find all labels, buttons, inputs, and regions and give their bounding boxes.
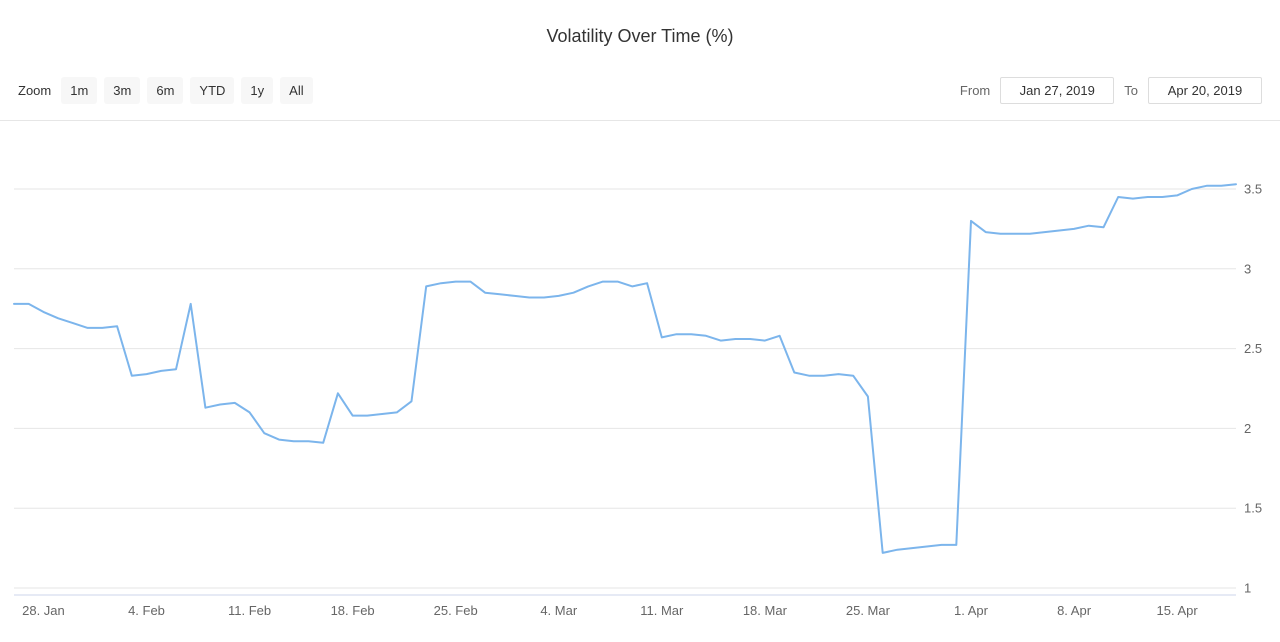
x-axis-label: 1. Apr [954, 603, 989, 618]
y-axis-label: 3.5 [1244, 182, 1262, 197]
zoom-label: Zoom [18, 83, 52, 98]
x-axis-label: 4. Mar [540, 603, 578, 618]
toolbar-separator [0, 120, 1280, 121]
x-axis-label: 25. Mar [846, 603, 891, 618]
zoom-button-1y[interactable]: 1y [241, 77, 274, 104]
stock-chart-page: Volatility Over Time (%) Zoom 1m 3m 6m YTD 1… [0, 26, 1280, 642]
zoom-button-group: Zoom 1m 3m 6m YTD 1y All [18, 77, 313, 104]
zoom-button-3m[interactable]: 3m [104, 77, 141, 104]
volatility-series-line [13, 183, 1237, 554]
from-label: From [959, 83, 991, 98]
chart-title: Volatility Over Time (%) [546, 26, 734, 46]
y-axis-label: 1 [1244, 581, 1251, 596]
from-date-input[interactable]: Jan 27, 2019 [1000, 77, 1115, 104]
volatility-line-chart[interactable]: 1 1.5 2 2.5 3 3.5 28. Jan 4. Feb 11. Feb 18. Feb 2… [0, 121, 1280, 642]
zoom-buttons: 1m 3m 6m YTD 1y All [61, 77, 313, 104]
x-axis-label: 28. Jan [22, 603, 65, 618]
y-axis-label: 1.5 [1244, 501, 1262, 516]
x-axis-label: 4. Feb [128, 603, 165, 618]
x-axis-label: 8. Apr [1057, 603, 1092, 618]
x-axis-label: 25. Feb [434, 603, 478, 618]
zoom-button-6m[interactable]: 6m [147, 77, 184, 104]
x-axis-label: 18. Mar [743, 603, 788, 618]
range-selector-toolbar: Zoom 1m 3m 6m YTD 1y All From Jan 27, 2019 To… [18, 77, 1262, 104]
y-axis-label: 2 [1244, 421, 1251, 436]
zoom-button-ytd[interactable]: YTD [190, 77, 235, 104]
x-axis-label: 18. Feb [331, 603, 375, 618]
x-axis-label: 15. Apr [1157, 603, 1199, 618]
x-axis-label: 11. Mar [640, 603, 684, 618]
date-range-group: From Jan 27, 2019 To Apr 20, 2019 [960, 77, 1262, 104]
x-axis-label: 11. Feb [228, 603, 271, 618]
y-axis-label: 3 [1244, 261, 1251, 276]
zoom-button-all[interactable]: All [280, 77, 313, 104]
to-label: To [1124, 83, 1138, 98]
y-axis-label: 2.5 [1244, 341, 1262, 356]
to-date-input[interactable]: Apr 20, 2019 [1148, 77, 1262, 104]
zoom-button-1m[interactable]: 1m [61, 77, 98, 104]
